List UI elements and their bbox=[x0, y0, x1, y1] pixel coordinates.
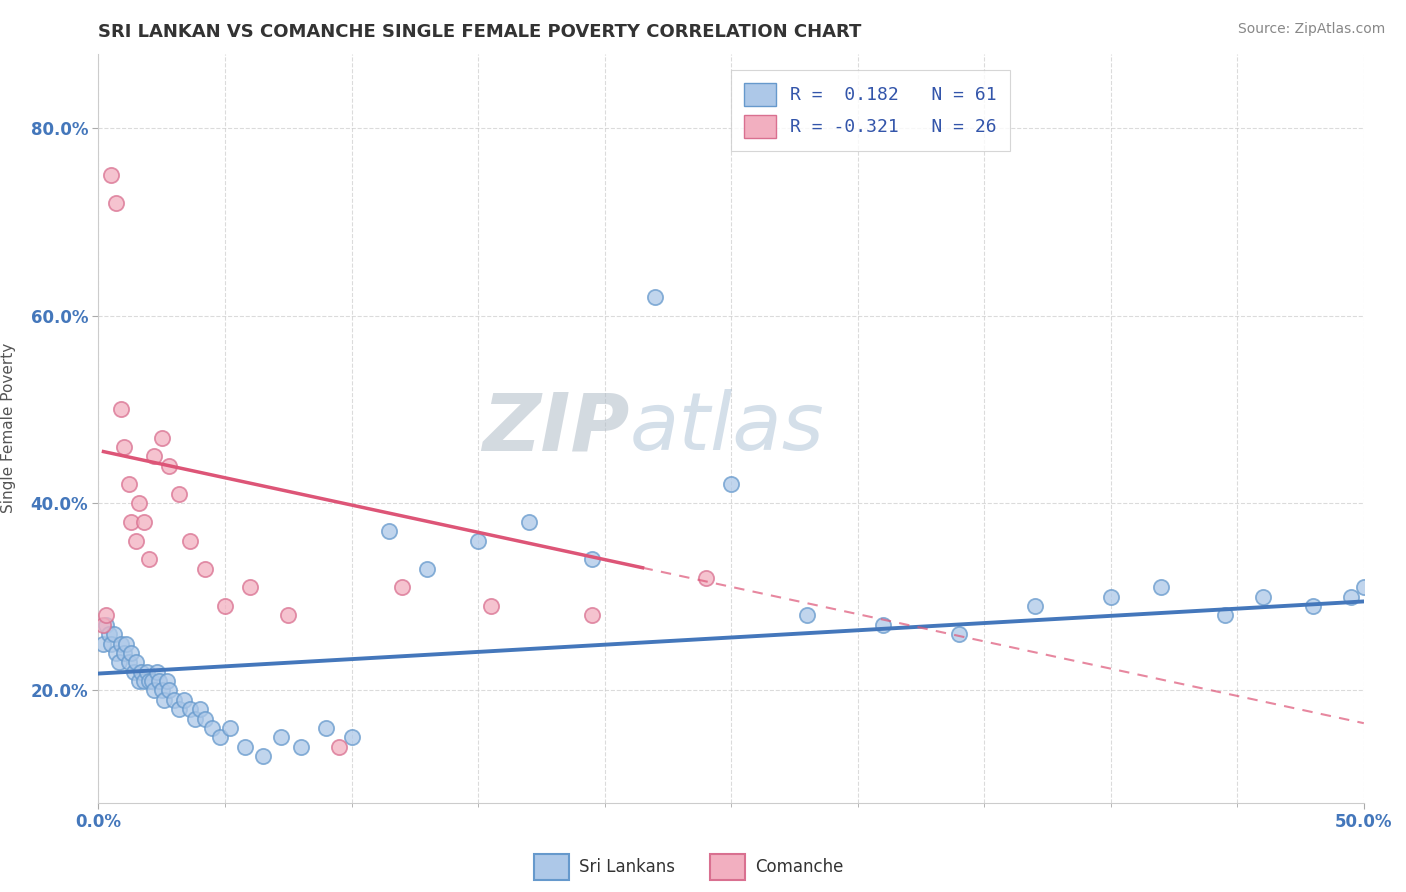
Point bbox=[183, 712, 205, 726]
Point bbox=[143, 450, 166, 464]
Point bbox=[391, 581, 413, 595]
Point bbox=[105, 646, 128, 660]
Point bbox=[112, 646, 135, 660]
Point bbox=[94, 617, 117, 632]
Point bbox=[120, 646, 142, 660]
Point bbox=[1024, 599, 1046, 614]
Point bbox=[188, 702, 211, 716]
Point bbox=[110, 402, 132, 417]
Point bbox=[115, 637, 138, 651]
Point bbox=[93, 617, 115, 632]
Point bbox=[214, 599, 236, 614]
Point bbox=[1353, 581, 1375, 595]
Point bbox=[581, 608, 603, 623]
Point bbox=[1302, 599, 1324, 614]
Point bbox=[125, 655, 148, 669]
Point bbox=[157, 683, 180, 698]
Point bbox=[277, 608, 299, 623]
Point bbox=[138, 674, 160, 689]
Point bbox=[948, 627, 970, 641]
Point bbox=[143, 683, 166, 698]
Point bbox=[94, 608, 117, 623]
Point bbox=[97, 627, 120, 641]
Point bbox=[148, 674, 170, 689]
Point bbox=[467, 533, 489, 548]
Point bbox=[153, 693, 176, 707]
Point bbox=[128, 496, 150, 510]
Point bbox=[517, 515, 540, 529]
Point bbox=[118, 655, 141, 669]
Point bbox=[644, 290, 666, 304]
Point bbox=[163, 693, 186, 707]
Y-axis label: Single Female Poverty: Single Female Poverty bbox=[1, 343, 17, 513]
Point bbox=[125, 533, 148, 548]
Point bbox=[290, 739, 312, 754]
Point bbox=[110, 637, 132, 651]
Point bbox=[194, 712, 217, 726]
Point bbox=[328, 739, 350, 754]
Point bbox=[169, 702, 191, 716]
Point bbox=[118, 477, 141, 491]
Point bbox=[340, 730, 363, 744]
Point bbox=[112, 440, 135, 454]
Point bbox=[150, 431, 173, 445]
Point bbox=[208, 730, 231, 744]
Point bbox=[128, 674, 150, 689]
Point bbox=[695, 571, 717, 585]
Point bbox=[120, 515, 142, 529]
Point bbox=[138, 552, 160, 566]
Point bbox=[315, 721, 337, 735]
Point bbox=[135, 665, 157, 679]
Point bbox=[173, 693, 195, 707]
Point bbox=[1251, 590, 1274, 604]
Point bbox=[270, 730, 292, 744]
Text: SRI LANKAN VS COMANCHE SINGLE FEMALE POVERTY CORRELATION CHART: SRI LANKAN VS COMANCHE SINGLE FEMALE POV… bbox=[98, 23, 862, 41]
Point bbox=[156, 674, 179, 689]
Point bbox=[1150, 581, 1173, 595]
Point bbox=[169, 487, 191, 501]
Point bbox=[100, 637, 122, 651]
Point bbox=[416, 562, 439, 576]
Point bbox=[132, 515, 155, 529]
Point bbox=[239, 581, 262, 595]
Point bbox=[132, 674, 155, 689]
Point bbox=[194, 562, 217, 576]
Point bbox=[107, 655, 129, 669]
Point bbox=[479, 599, 502, 614]
Point bbox=[378, 524, 401, 539]
Point bbox=[581, 552, 603, 566]
Point bbox=[1213, 608, 1236, 623]
Point bbox=[145, 665, 167, 679]
Text: Source: ZipAtlas.com: Source: ZipAtlas.com bbox=[1237, 22, 1385, 37]
Point bbox=[105, 196, 128, 211]
Point bbox=[872, 617, 894, 632]
Point bbox=[179, 702, 201, 716]
Point bbox=[103, 627, 125, 641]
Point bbox=[131, 665, 153, 679]
Point bbox=[93, 637, 115, 651]
Point bbox=[219, 721, 242, 735]
Text: Comanche: Comanche bbox=[755, 858, 844, 876]
Point bbox=[1099, 590, 1122, 604]
Point bbox=[122, 665, 145, 679]
Point bbox=[141, 674, 163, 689]
Point bbox=[720, 477, 742, 491]
Point bbox=[796, 608, 818, 623]
Point bbox=[150, 683, 173, 698]
Point bbox=[100, 169, 122, 183]
Point bbox=[179, 533, 201, 548]
Point bbox=[157, 458, 180, 473]
Point bbox=[233, 739, 256, 754]
Text: Sri Lankans: Sri Lankans bbox=[579, 858, 675, 876]
Legend: R =  0.182   N = 61, R = -0.321   N = 26: R = 0.182 N = 61, R = -0.321 N = 26 bbox=[731, 70, 1010, 151]
Text: atlas: atlas bbox=[630, 389, 825, 467]
Point bbox=[201, 721, 224, 735]
Text: ZIP: ZIP bbox=[482, 389, 630, 467]
Point bbox=[252, 749, 274, 764]
Point bbox=[1340, 590, 1362, 604]
